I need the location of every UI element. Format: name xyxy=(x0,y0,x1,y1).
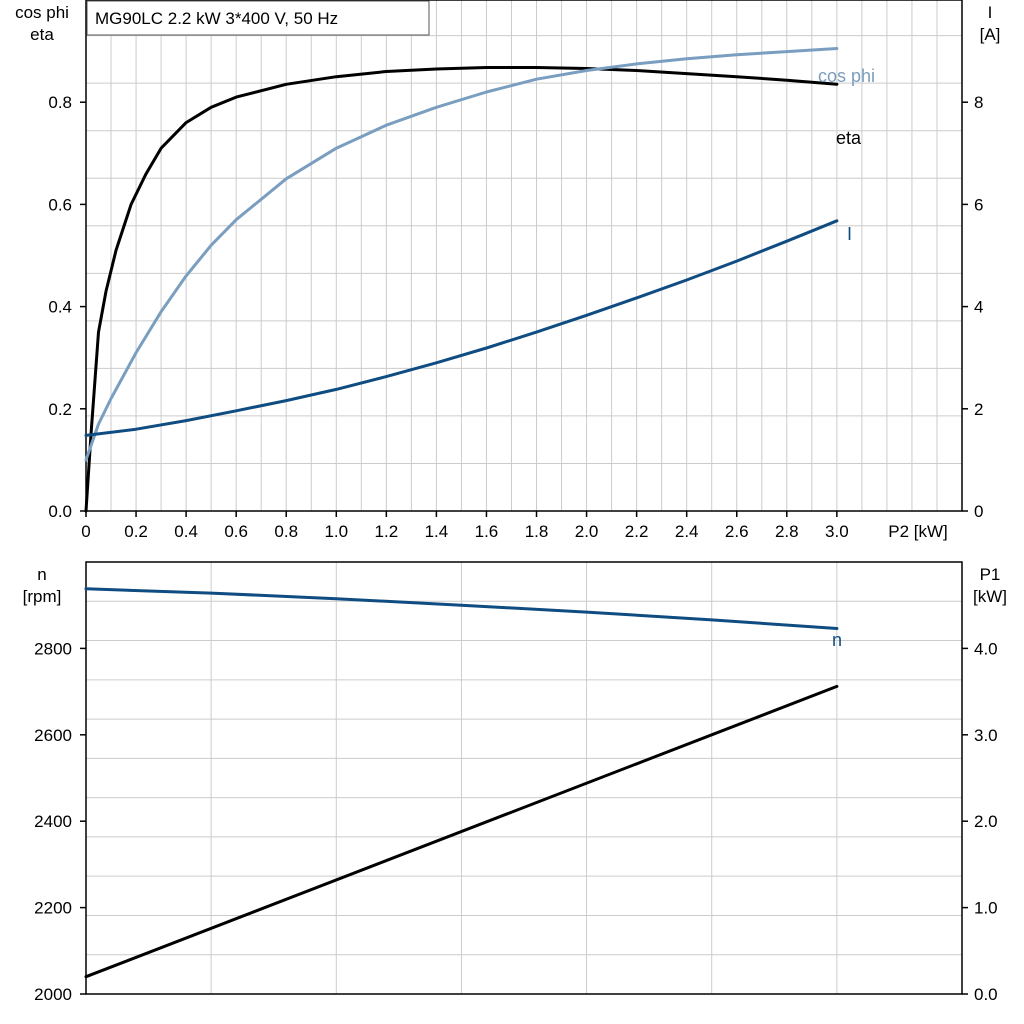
x-tick-label: 1.4 xyxy=(425,522,449,541)
series-label-n: n xyxy=(832,630,842,650)
y-left-tick-label: 0.6 xyxy=(48,195,72,214)
series-label-i: I xyxy=(847,224,852,244)
y-right-axis-label: [kW] xyxy=(973,587,1007,606)
y-right-axis-label: P1 xyxy=(980,565,1001,584)
series-line-i xyxy=(84,219,839,437)
y-left-tick-label: 0.8 xyxy=(48,93,72,112)
title-box xyxy=(86,0,430,36)
x-tick-label: 2.4 xyxy=(675,522,699,541)
y-left-tick-label: 2000 xyxy=(34,985,72,1004)
y-right-tick-label: 4 xyxy=(974,298,983,317)
x-tick-label: 1.8 xyxy=(525,522,549,541)
y-right-axis-label: [A] xyxy=(980,25,1001,44)
x-tick-label: 0.4 xyxy=(174,522,198,541)
series-line-n xyxy=(84,587,839,630)
series-label-eta: eta xyxy=(836,128,862,148)
y-right-tick-label: 4.0 xyxy=(974,639,998,658)
y-right-axis-label: I xyxy=(988,3,993,22)
y-right-tick-label: 6 xyxy=(974,195,983,214)
y-left-tick-label: 2200 xyxy=(34,899,72,918)
y-left-tick-label: 0.0 xyxy=(48,502,72,521)
plot-area xyxy=(86,562,962,994)
y-left-tick-label: 2800 xyxy=(34,639,72,658)
y-left-axis-label: eta xyxy=(30,25,54,44)
x-tick-label: 0.6 xyxy=(224,522,248,541)
series-line-p1 xyxy=(84,684,839,979)
series-line-cos-phi xyxy=(84,47,839,462)
x-tick-label: 2.2 xyxy=(625,522,649,541)
y-left-tick-label: 2600 xyxy=(34,726,72,745)
y-right-tick-label: 0.0 xyxy=(974,985,998,1004)
y-right-tick-label: 3.0 xyxy=(974,726,998,745)
x-tick-label: 0.2 xyxy=(124,522,148,541)
plot-frame xyxy=(85,561,963,995)
y-left-axis-label: cos phi xyxy=(15,3,69,22)
x-tick-label: 2.6 xyxy=(725,522,749,541)
plot-frame xyxy=(85,0,963,512)
x-tick-label: 2.0 xyxy=(575,522,599,541)
x-axis-label: P2 [kW] xyxy=(888,522,948,541)
y-left-axis-label: n xyxy=(37,565,46,584)
y-right-tick-label: 1.0 xyxy=(974,899,998,918)
y-left-tick-label: 0.2 xyxy=(48,400,72,419)
series-line-eta xyxy=(84,66,839,513)
top-panel: 0.0 0.2 0.4 0.6 0.8 0 2 4 6 8 cos phi eta I [A] 0 0.2 0.… xyxy=(15,0,1000,541)
y-left-tick-label: 2400 xyxy=(34,812,72,831)
x-tick-label: 2.8 xyxy=(775,522,799,541)
y-right-tick-label: 8 xyxy=(974,93,983,112)
bottom-panel: 2000 2200 2400 2600 2800 0.0 1.0 2.0 3.0 4.0 n [rpm… xyxy=(23,561,1007,1004)
x-tick-label: 1.2 xyxy=(375,522,399,541)
x-tick-label: 1.0 xyxy=(324,522,348,541)
y-right-tick-label: 0 xyxy=(974,502,983,521)
x-tick-label: 1.6 xyxy=(475,522,499,541)
y-left-axis-label: [rpm] xyxy=(23,587,62,606)
x-tick-label: 0 xyxy=(81,522,90,541)
y-right-tick-label: 2.0 xyxy=(974,812,998,831)
series-label-cos-phi: cos phi xyxy=(818,66,875,86)
y-right-tick-label: 2 xyxy=(974,400,983,419)
plot-area xyxy=(86,0,962,511)
y-left-tick-label: 0.4 xyxy=(48,298,72,317)
x-tick-label: 3.0 xyxy=(825,522,849,541)
chart-title: MG90LC 2.2 kW 3*400 V, 50 Hz xyxy=(95,9,338,28)
x-tick-label: 0.8 xyxy=(274,522,298,541)
